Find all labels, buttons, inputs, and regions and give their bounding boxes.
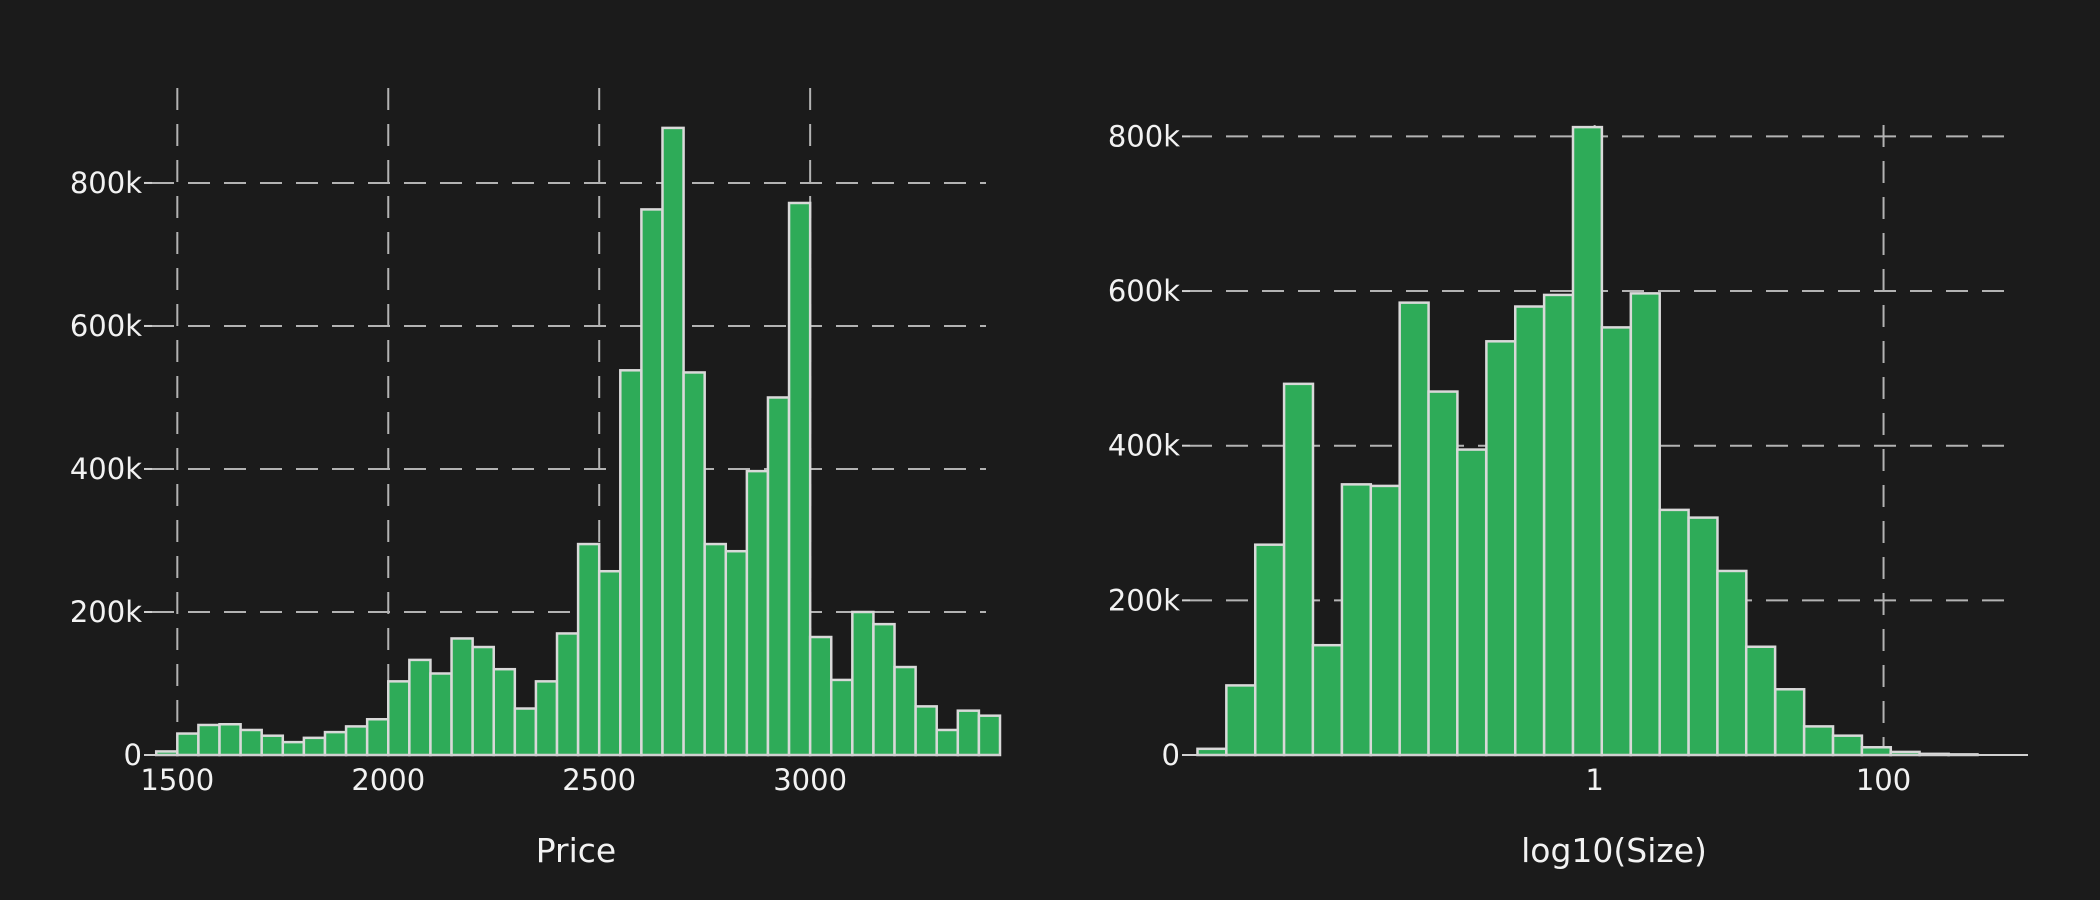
price-bar — [935, 728, 960, 757]
price-bar — [766, 396, 791, 757]
price-bar — [365, 717, 390, 757]
price-y-tick-label: 600k — [70, 309, 142, 343]
price-bar — [977, 714, 1002, 757]
size-bar — [1860, 746, 1893, 757]
price-bar — [745, 469, 770, 757]
price-x-tick-label: 2000 — [351, 763, 425, 797]
size-bar — [1744, 645, 1777, 757]
size-y-tick-label: 0 — [1162, 738, 1180, 772]
price-y-tick-label: 800k — [70, 166, 142, 200]
size-bar — [1716, 569, 1748, 757]
price-histogram: 1500 2000 2500 3000 0 200k 400k 600k 800k Price — [70, 88, 1002, 870]
size-bar — [1398, 301, 1430, 757]
size-y-tick-label: 200k — [1108, 583, 1180, 617]
price-x-axis-title: Price — [536, 831, 617, 870]
size-bar — [1600, 326, 1632, 757]
price-bar — [302, 736, 327, 757]
size-y-tick-label: 400k — [1108, 429, 1180, 463]
price-bar — [534, 680, 559, 757]
price-bar — [387, 680, 411, 757]
price-bar — [619, 369, 643, 757]
price-bar — [661, 126, 685, 757]
price-bar — [197, 723, 221, 757]
price-bar — [872, 622, 896, 757]
price-bar — [787, 201, 812, 757]
price-bar — [914, 705, 938, 757]
size-bar — [1253, 543, 1286, 757]
price-bar — [893, 665, 917, 757]
size-bar — [1225, 684, 1257, 757]
price-bar — [513, 707, 538, 757]
price-x-tick-label: 1500 — [140, 763, 214, 797]
size-bar — [1571, 125, 1604, 757]
size-bar — [1340, 483, 1373, 757]
size-y-tick-label: 800k — [1108, 119, 1180, 153]
size-bar — [1687, 516, 1719, 757]
price-bar — [429, 672, 453, 757]
size-bar — [1774, 688, 1806, 757]
price-x-tick-label: 2500 — [562, 763, 636, 797]
price-bar — [281, 740, 306, 757]
price-bar — [260, 734, 285, 757]
price-bar — [323, 730, 348, 757]
price-y-tick-label: 200k — [70, 595, 142, 629]
size-bar — [1456, 448, 1488, 757]
price-bar — [597, 569, 622, 757]
size-bar — [1427, 390, 1459, 757]
price-bar — [555, 632, 580, 757]
size-bar — [1282, 382, 1315, 757]
price-y-tick-label: 0 — [124, 738, 142, 772]
size-x-tick-label: 1 — [1585, 763, 1603, 797]
size-bar — [1542, 293, 1575, 757]
price-bar — [576, 542, 601, 757]
price-y-tick-label: 400k — [70, 452, 142, 486]
size-bar — [1369, 484, 1401, 757]
size-x-axis-title: log10(Size) — [1521, 831, 1707, 870]
price-bar — [724, 549, 749, 757]
price-bar — [450, 637, 474, 757]
size-bar — [1485, 340, 1517, 757]
price-bar — [703, 542, 728, 757]
size-bar — [1802, 725, 1835, 757]
price-bar — [239, 728, 263, 757]
size-y-tick-label: 600k — [1108, 274, 1180, 308]
price-bar — [218, 723, 242, 757]
price-bar — [808, 635, 833, 757]
price-bar — [408, 658, 432, 757]
price-x-tick-label: 3000 — [773, 763, 847, 797]
size-bar — [1831, 734, 1864, 757]
size-bar — [1513, 305, 1546, 757]
size-bar — [1311, 643, 1344, 757]
size-x-tick-label: 100 — [1856, 763, 1911, 797]
size-histogram: 1 100 0 200k 400k 600k 800k log10(Size) — [1108, 119, 2028, 870]
size-bar — [1658, 508, 1690, 757]
price-bar — [471, 645, 495, 757]
price-bar — [682, 371, 706, 757]
size-bar — [1629, 292, 1661, 757]
price-bar — [344, 725, 369, 757]
price-bar — [851, 610, 875, 757]
price-bar — [956, 709, 981, 757]
price-bar — [640, 208, 664, 757]
price-bar — [829, 678, 854, 757]
price-bar — [176, 732, 200, 757]
price-bar — [492, 667, 517, 757]
